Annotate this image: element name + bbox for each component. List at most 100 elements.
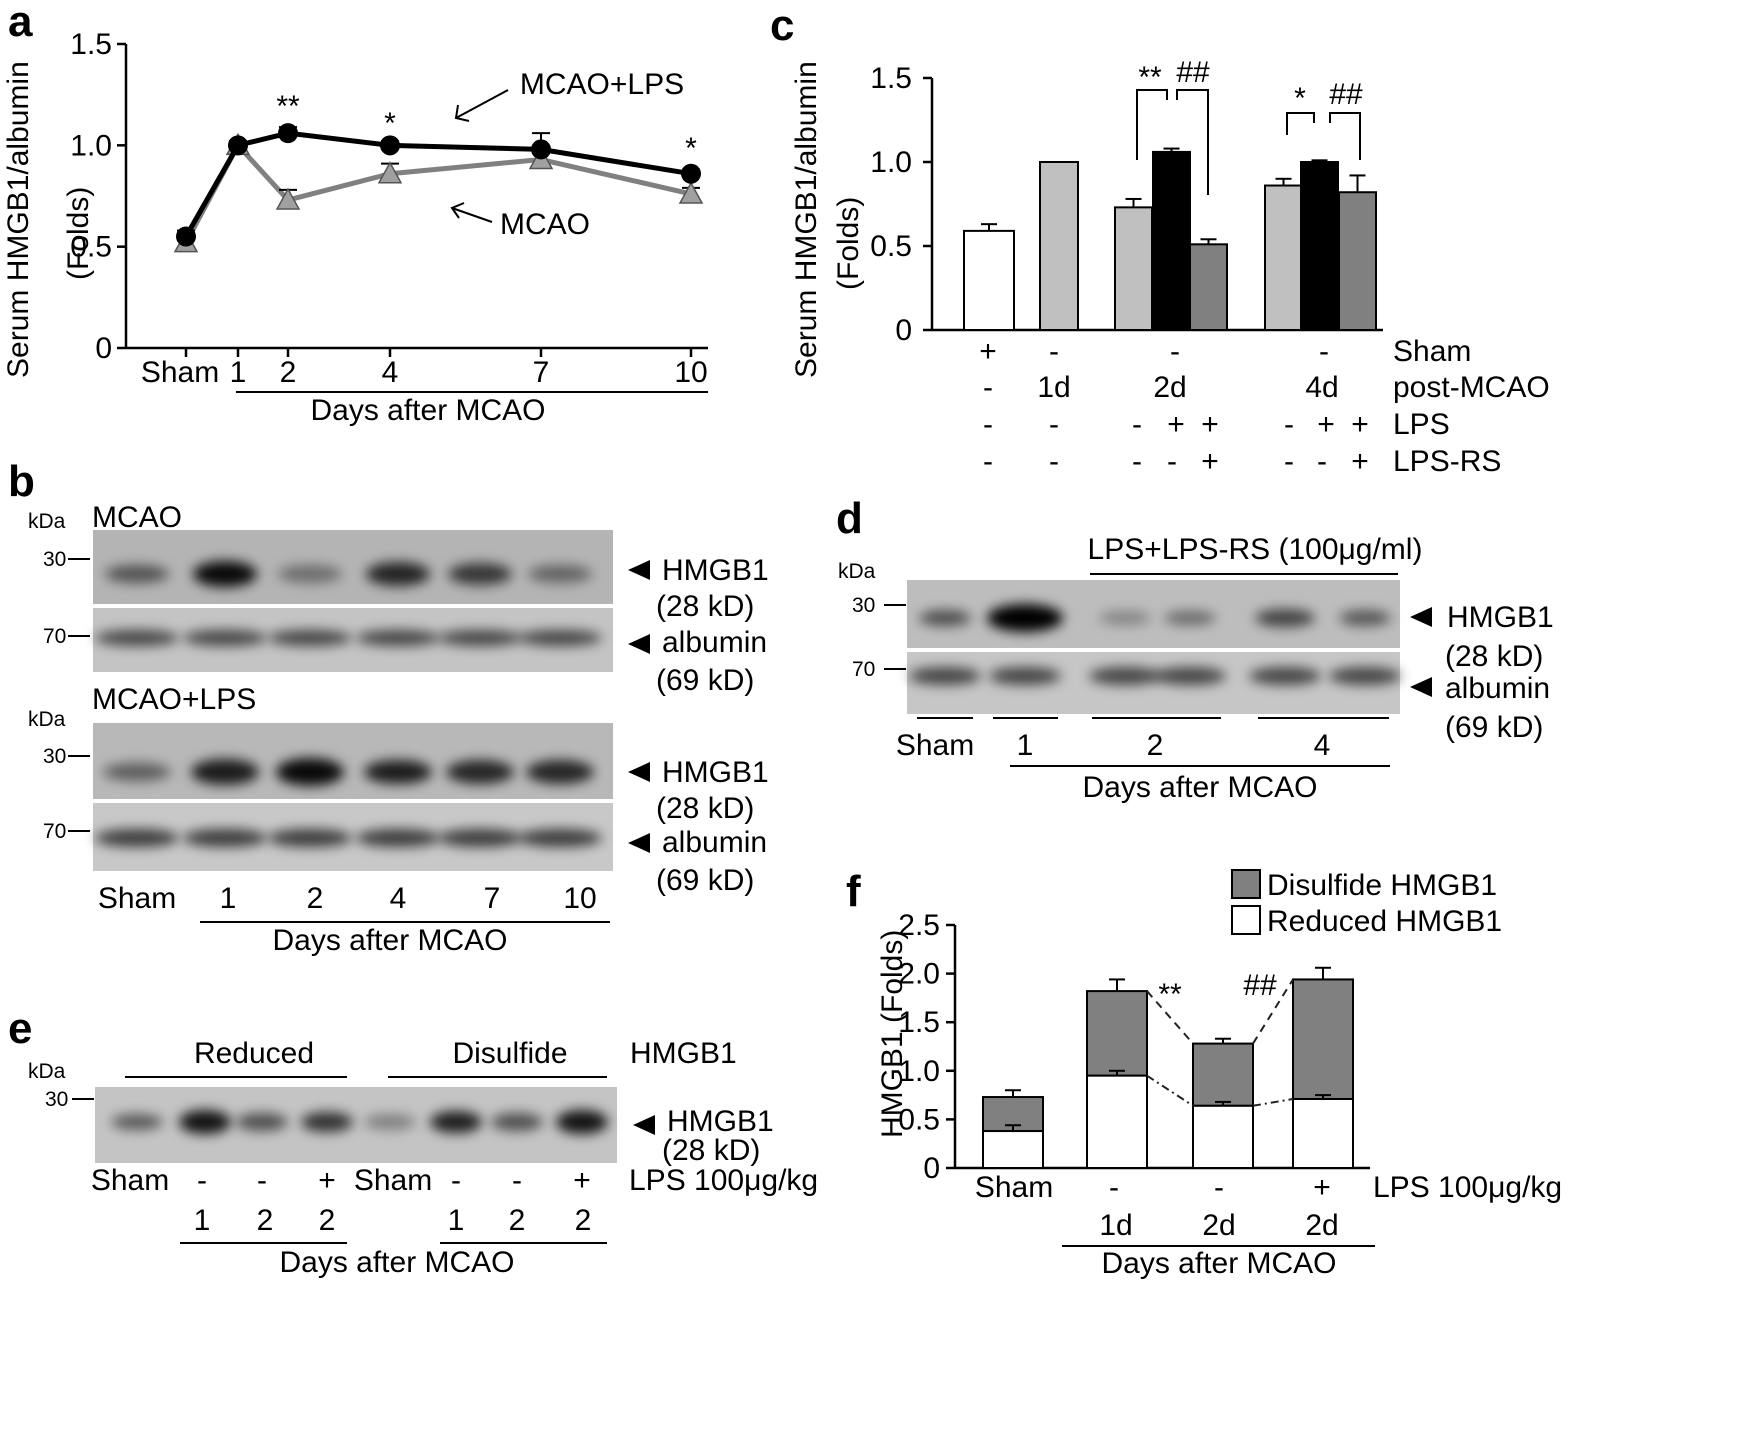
cond-post: 2d (1153, 371, 1186, 404)
panel-f-ytick-label: 0.5 (898, 1103, 940, 1136)
band (1099, 611, 1151, 625)
series-line-mcao-lps (183, 130, 692, 238)
arrowhead-icon (628, 762, 650, 782)
panel-a-plot (173, 123, 704, 253)
panel-b-blot-mcao (93, 530, 613, 672)
panel-f: f HMGB1 (Folds) 2.5 2.0 1.5 1.0 0.5 0 Disulfi… (846, 867, 1562, 1280)
band (491, 1113, 543, 1131)
cond-lpsrs: + (1201, 445, 1219, 478)
cond-lps: + (1317, 408, 1335, 441)
legend-disulfide: Disulfide HMGB1 (1267, 869, 1497, 902)
panel-e-lane: + (318, 1164, 336, 1197)
bracket-4d-a (1286, 112, 1315, 135)
band (430, 1111, 482, 1133)
band (193, 561, 257, 587)
data-point-mcao-lps (278, 123, 298, 144)
arrowhead-icon (628, 833, 650, 853)
panel-f-ytick-label: 2.0 (898, 958, 940, 991)
band (276, 758, 344, 786)
panel-e-xlabel: Days after MCAO (279, 1246, 514, 1279)
arrowhead-icon (628, 560, 650, 580)
cond-sham: + (979, 335, 997, 368)
band (987, 604, 1063, 632)
data-point-mcao-lps (380, 135, 400, 156)
panel-c-sig-4d-b: ## (1329, 78, 1363, 111)
panel-a-sig-day4: * (384, 107, 396, 140)
panel-e-day: 2 (509, 1204, 526, 1237)
panel-c-condition-table: + - - - Sham - 1d 2d 4d post-MCAO - - - … (979, 335, 1549, 478)
panel-a-axes: 1.5 1.0 0.5 0 Sham 1 2 4 7 10 (70, 28, 708, 389)
panel-e-group-reduced: Reduced (194, 1037, 314, 1070)
panel-e-day: 2 (575, 1204, 592, 1237)
panel-d-hmgb1: HMGB1 (1447, 601, 1554, 634)
panel-a-xtick-label: 1 (230, 356, 247, 389)
panel-f-lane: - (1214, 1171, 1224, 1204)
panel-b-kda-2: kDa (28, 708, 66, 731)
panel-d-albumin-size: (69 kD) (1445, 711, 1543, 744)
panel-e-mw30: 30 (45, 1088, 68, 1111)
panel-b-lane-label: 7 (484, 882, 501, 915)
data-point-mcao-lps (176, 226, 196, 247)
annotation-mcao-arrow (451, 207, 493, 223)
band (1329, 667, 1401, 685)
panel-c-ytick-label: 1.5 (870, 62, 912, 95)
band (278, 565, 342, 583)
legend-swatch-reduced (1231, 905, 1261, 935)
band (364, 1114, 416, 1130)
panel-d-kda: kDa (838, 560, 876, 583)
panel-f-sig-2: ## (1243, 969, 1277, 1002)
panel-b-blot1-title: MCAO (92, 501, 182, 534)
data-point-mcao-lps (228, 135, 248, 156)
panel-e-day: 1 (194, 1204, 211, 1237)
band (556, 1110, 608, 1134)
band (989, 667, 1061, 685)
arrowhead-icon (454, 104, 470, 122)
panel-c-ytick-label: 1.0 (870, 146, 912, 179)
panel-b: b MCAO kDa 30 70 MCAO+LPS kDa 30 70 HMGB… (8, 457, 769, 957)
cond-label-lps: LPS (1393, 408, 1450, 441)
panel-f-day: 2d (1305, 1209, 1338, 1242)
cond-lps: - (1284, 408, 1294, 441)
panel-e-lane: - (197, 1164, 207, 1197)
panel-e-lane: - (512, 1164, 522, 1197)
cond-lps: + (1351, 408, 1369, 441)
trend-line-total (1252, 978, 1294, 1045)
bar-disulfide (1086, 990, 1148, 1077)
panel-f-ytick-label: 1.0 (898, 1055, 940, 1088)
bar-sham (963, 229, 1015, 332)
blot-hmgb1-membrane (907, 580, 1400, 648)
band (105, 565, 169, 583)
panel-d-lane-4: 4 (1314, 729, 1331, 762)
panel-d-mw70: 70 (852, 658, 875, 681)
cond-lpsrs: - (1317, 445, 1327, 478)
bracket-2d-a (1136, 89, 1168, 160)
panel-a-ylabel-units: (Folds) (62, 187, 95, 280)
panel-e-row1-label: LPS 100μg/kg (629, 1164, 818, 1197)
band (438, 630, 522, 646)
panel-b-hmgb1: HMGB1 (662, 554, 769, 587)
band (438, 829, 522, 847)
band (518, 829, 602, 847)
cond-post: 4d (1305, 371, 1338, 404)
panel-f-lane: - (1109, 1171, 1119, 1204)
blot-hmgb1-membrane (93, 723, 613, 799)
panel-d-lane-sham: Sham (896, 729, 974, 762)
bar-2d (1152, 150, 1191, 331)
panel-f-ytick-label: 2.5 (898, 909, 940, 942)
panel-a-xlabel: Days after MCAO (310, 394, 545, 427)
cond-lpsrs: - (1049, 445, 1059, 478)
panel-e-blot (95, 1087, 617, 1163)
panel-c-ylabel-units: (Folds) (832, 197, 865, 290)
cond-lps: + (1201, 408, 1219, 441)
panel-b-albumin-size: (69 kD) (656, 664, 754, 697)
cond-sham: - (1319, 335, 1329, 368)
bar-reduced (1292, 1097, 1354, 1170)
panel-f-letter: f (846, 867, 861, 916)
bar-2d (1114, 206, 1153, 331)
panel-b-blot2-title: MCAO+LPS (92, 683, 256, 716)
panel-a-xtick-label: 10 (674, 356, 707, 389)
panel-b-lane-labels: Sham 1 2 4 7 10 (98, 882, 597, 915)
panel-e-day: 2 (319, 1204, 336, 1237)
panel-c: c Serum HMGB1/albumin (Folds) 1.5 1.0 0.5 0… (770, 1, 1550, 478)
panel-b-lane-label: 1 (220, 882, 237, 915)
